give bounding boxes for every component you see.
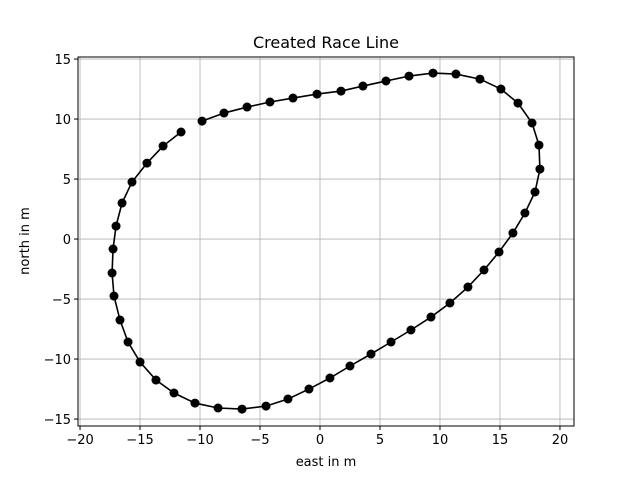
point	[451, 69, 461, 79]
point	[406, 325, 416, 335]
point	[142, 158, 152, 168]
point	[135, 357, 145, 367]
point	[428, 68, 438, 78]
point	[496, 84, 506, 94]
point	[127, 177, 137, 187]
point	[508, 228, 518, 238]
x-tick-label: 20	[552, 433, 569, 448]
point	[123, 337, 133, 347]
plot-frame	[77, 56, 575, 427]
point	[117, 198, 127, 208]
point	[111, 221, 121, 231]
point	[535, 164, 545, 174]
x-tick-label: −20	[66, 433, 93, 448]
point	[261, 401, 271, 411]
point	[115, 315, 125, 325]
y-tick-label: −5	[52, 293, 71, 308]
point	[242, 102, 252, 112]
point	[530, 187, 540, 197]
y-tick-label: 0	[63, 233, 71, 248]
point	[304, 384, 314, 394]
point	[381, 76, 391, 86]
x-tick-label: 0	[316, 433, 324, 448]
point	[288, 93, 298, 103]
point	[325, 373, 335, 383]
y-tick-label: 10	[54, 113, 71, 128]
x-tick-label: 15	[492, 433, 509, 448]
point	[197, 116, 207, 126]
point	[336, 86, 346, 96]
point	[404, 71, 414, 81]
x-tick-label: 10	[432, 433, 449, 448]
point	[237, 404, 247, 414]
point	[219, 108, 229, 118]
point	[527, 118, 537, 128]
point	[445, 298, 455, 308]
point	[475, 74, 485, 84]
point	[534, 140, 544, 150]
point	[158, 141, 168, 151]
x-tick-label: −5	[250, 433, 269, 448]
point	[107, 268, 117, 278]
y-tick-label: −15	[44, 413, 71, 428]
x-axis-label: east in m	[296, 455, 357, 470]
point	[366, 349, 376, 359]
point	[358, 81, 368, 91]
point	[151, 375, 161, 385]
y-tick-label: −10	[44, 353, 71, 368]
chart-title: Created Race Line	[253, 33, 399, 52]
point	[213, 403, 223, 413]
point	[169, 388, 179, 398]
y-tick-label: 15	[54, 53, 71, 68]
point	[190, 398, 200, 408]
x-tick-label: −10	[186, 433, 213, 448]
point	[312, 89, 322, 99]
point	[494, 247, 504, 257]
point	[108, 244, 118, 254]
point	[426, 312, 436, 322]
point	[513, 98, 523, 108]
y-axis-label: north in m	[18, 207, 33, 275]
point	[283, 394, 293, 404]
point	[109, 291, 119, 301]
point	[176, 127, 186, 137]
point	[386, 337, 396, 347]
x-tick-label: 5	[376, 433, 384, 448]
point	[345, 361, 355, 371]
point	[265, 97, 275, 107]
point	[479, 265, 489, 275]
point	[463, 282, 473, 292]
point	[520, 208, 530, 218]
x-tick-label: −15	[126, 433, 153, 448]
y-tick-label: 5	[63, 173, 71, 188]
